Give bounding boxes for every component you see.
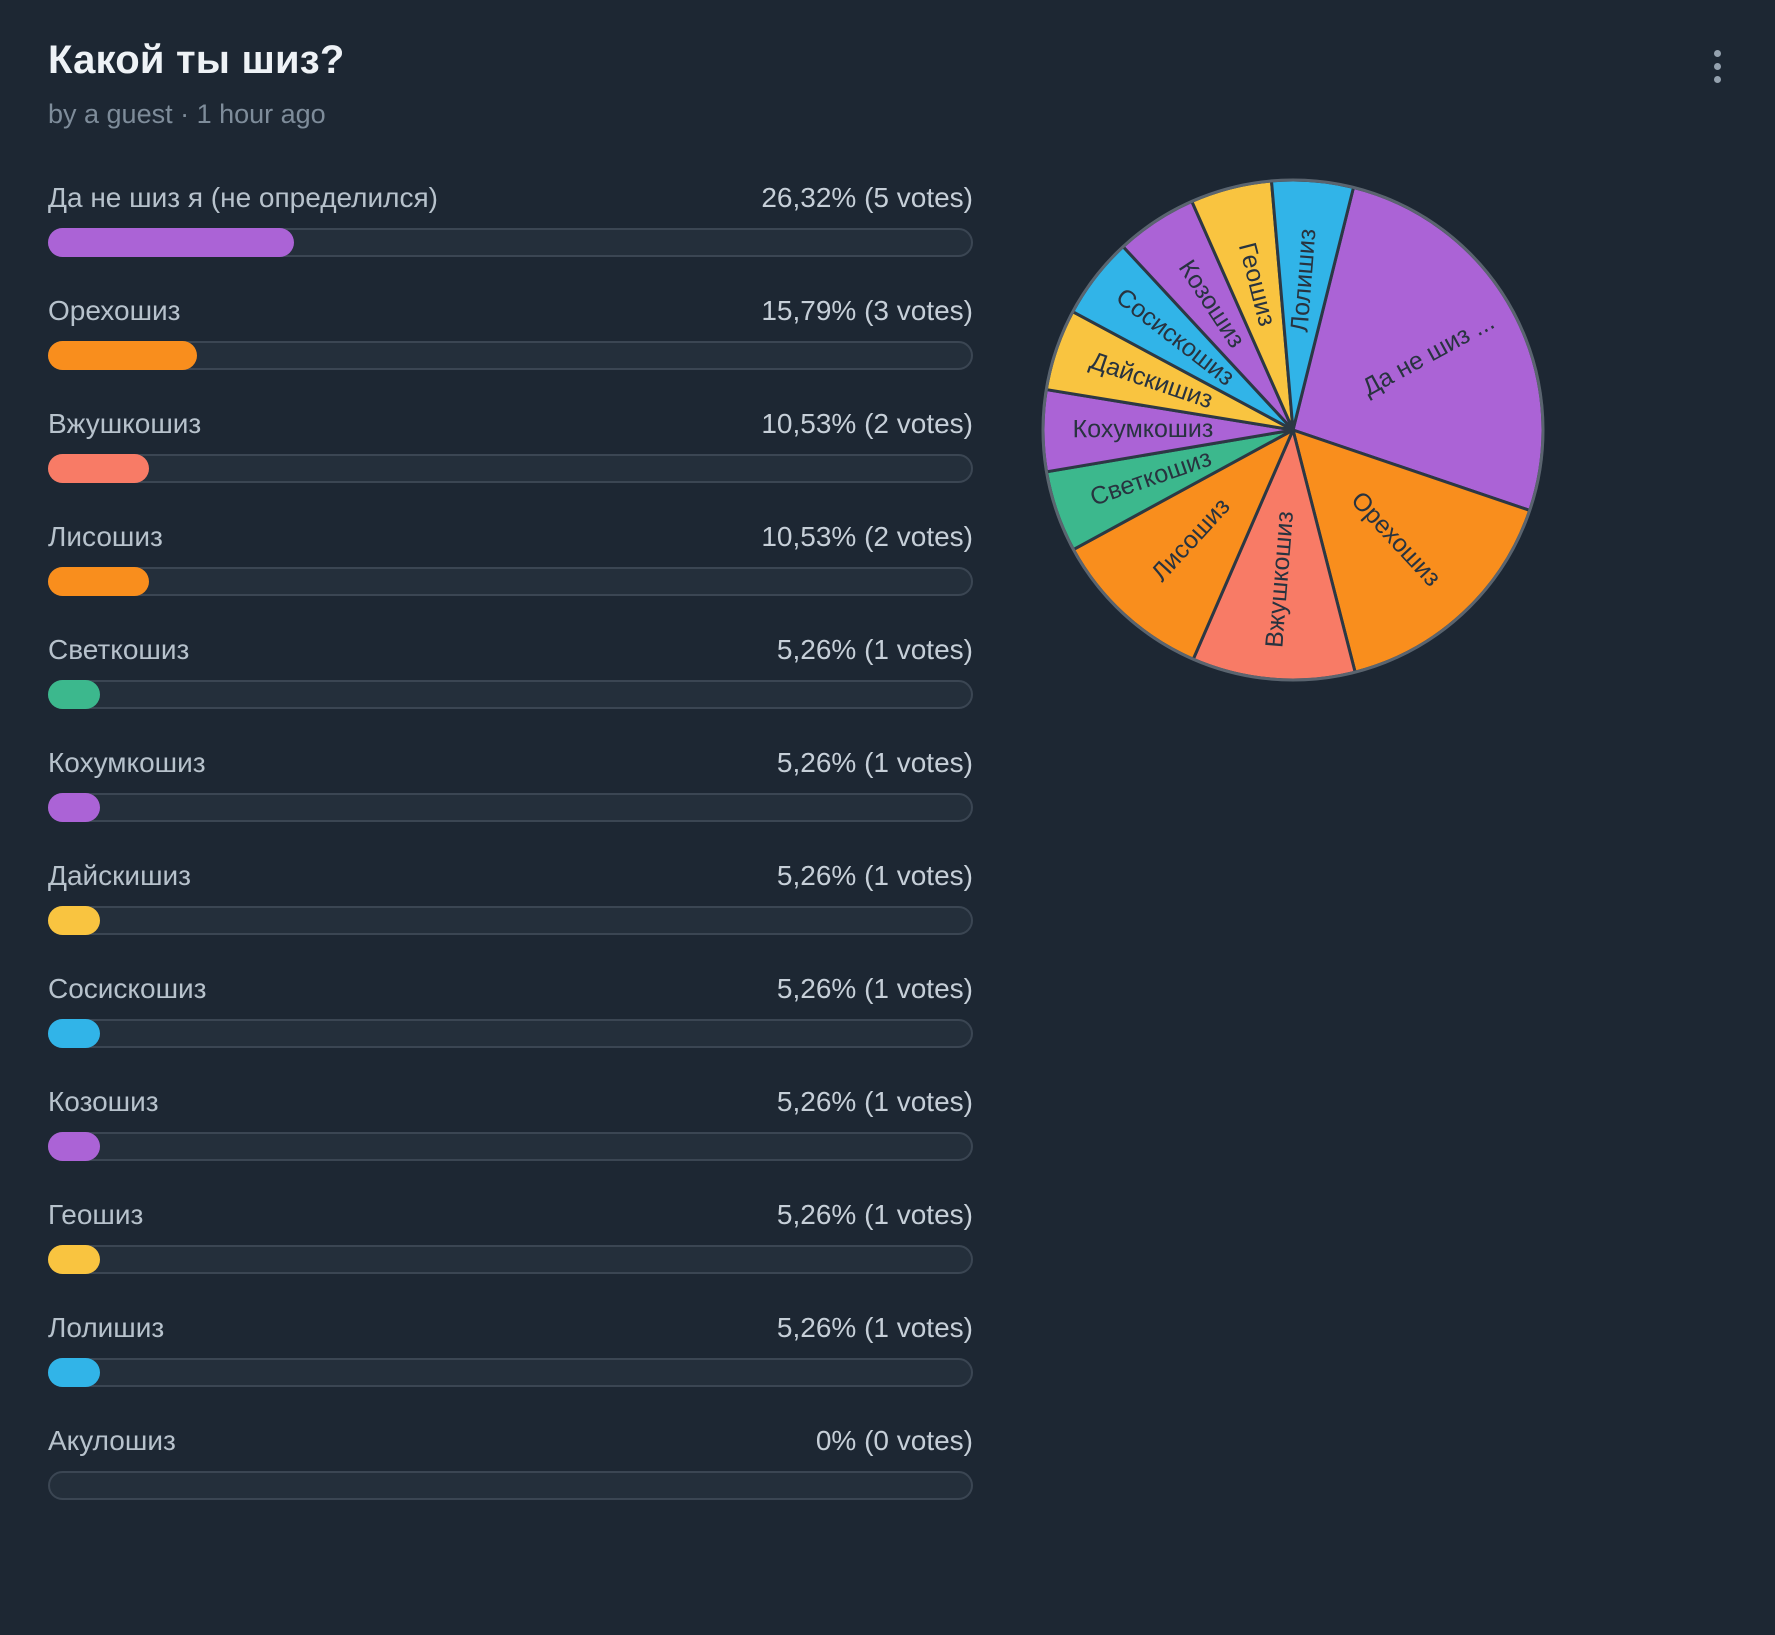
option-bar-fill (48, 1358, 101, 1387)
poll-option-row: Лисошиз 10,53% (2 votes) (48, 521, 973, 596)
poll-options-list: Да не шиз я (не определился) 26,32% (5 v… (48, 182, 973, 1538)
option-label: Лисошиз (48, 521, 163, 552)
kebab-menu-icon[interactable] (1695, 40, 1739, 92)
option-label: Кохумкошиз (48, 747, 206, 778)
option-bar-fill (48, 906, 101, 935)
option-bar-track (48, 567, 973, 596)
option-label: Дайскишиз (48, 860, 192, 891)
option-bar-track (48, 228, 973, 257)
poll-option-row: Да не шиз я (не определился) 26,32% (5 v… (48, 182, 973, 257)
option-bar-track (48, 454, 973, 483)
poll-option-row: Кохумкошиз 5,26% (1 votes) (48, 747, 973, 822)
option-bar-fill (48, 228, 295, 257)
option-bar-track (48, 1019, 973, 1048)
option-bar-fill (48, 1019, 101, 1048)
option-percentage: 5,26% (1 votes) (776, 634, 973, 665)
option-label: Козошиз (48, 1086, 159, 1117)
page-title: Какой ты шиз? (48, 38, 345, 82)
option-label: Да не шиз я (не определился) (48, 182, 438, 213)
option-percentage: 26,32% (5 votes) (761, 182, 973, 213)
poll-option-row: Сосискошиз 5,26% (1 votes) (48, 973, 973, 1048)
option-bar-track (48, 1132, 973, 1161)
poll-option-row: Вжушкошиз 10,53% (2 votes) (48, 408, 973, 483)
option-percentage: 10,53% (2 votes) (761, 521, 973, 552)
poll-header: Какой ты шиз? by a guest · 1 hour ago (48, 38, 1727, 130)
option-percentage: 15,79% (3 votes) (761, 295, 973, 326)
poll-option-row: Лолишиз 5,26% (1 votes) (48, 1312, 973, 1387)
poll-option-row: Геошиз 5,26% (1 votes) (48, 1199, 973, 1274)
option-bar-track (48, 341, 973, 370)
option-bar-track (48, 1358, 973, 1387)
option-bar-fill (48, 454, 149, 483)
option-percentage: 0% (0 votes) (815, 1425, 973, 1456)
option-label: Орехошиз (48, 295, 181, 326)
option-bar-track (48, 1471, 973, 1500)
option-bar-fill (48, 1245, 101, 1274)
option-label: Сосискошиз (48, 973, 207, 1004)
option-bar-fill (48, 567, 149, 596)
pie-slice-label: Кохумкошиз (1073, 415, 1214, 443)
poll-option-row: Козошиз 5,26% (1 votes) (48, 1086, 973, 1161)
option-bar-track (48, 906, 973, 935)
option-percentage: 5,26% (1 votes) (776, 1086, 973, 1117)
option-bar-track (48, 793, 973, 822)
pie-outer-ring (1041, 178, 1545, 682)
poll-byline: by a guest · 1 hour ago (48, 99, 326, 129)
option-percentage: 5,26% (1 votes) (776, 860, 973, 891)
option-percentage: 10,53% (2 votes) (761, 408, 973, 439)
option-label: Геошиз (48, 1199, 144, 1230)
option-bar-fill (48, 680, 101, 709)
option-percentage: 5,26% (1 votes) (776, 747, 973, 778)
option-percentage: 5,26% (1 votes) (776, 973, 973, 1004)
results-main: Да не шиз я (не определился) 26,32% (5 v… (48, 178, 1727, 1538)
option-percentage: 5,26% (1 votes) (776, 1199, 973, 1230)
option-bar-track (48, 680, 973, 709)
option-label: Акулошиз (48, 1425, 176, 1456)
option-bar-fill (48, 1132, 101, 1161)
option-bar-fill (48, 793, 101, 822)
pie-chart-container: Да не шиз ... Орехошиз Вжушкошиз Лисошиз Све… (1033, 170, 1553, 690)
option-percentage: 5,26% (1 votes) (776, 1312, 973, 1343)
option-label: Вжушкошиз (48, 408, 202, 439)
option-bar-fill (48, 341, 198, 370)
poll-option-row: Светкошиз 5,26% (1 votes) (48, 634, 973, 709)
option-bar-track (48, 1245, 973, 1274)
option-label: Лолишиз (48, 1312, 165, 1343)
poll-option-row: Орехошиз 15,79% (3 votes) (48, 295, 973, 370)
poll-option-row: Дайскишиз 5,26% (1 votes) (48, 860, 973, 935)
option-label: Светкошиз (48, 634, 190, 665)
poll-option-row: Акулошиз 0% (0 votes) (48, 1425, 973, 1500)
pie-chart: Да не шиз ...ОрехошизВжушкошизЛисошизСве… (1041, 178, 1545, 682)
